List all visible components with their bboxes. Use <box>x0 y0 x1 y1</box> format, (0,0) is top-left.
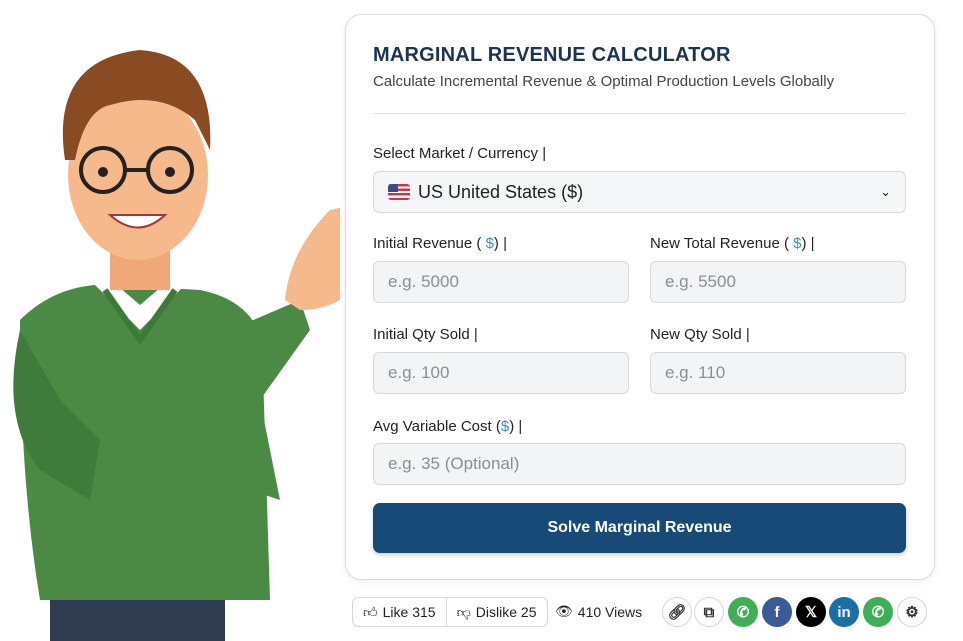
new-qty-label: New Qty Sold | <box>650 326 750 343</box>
market-label: Select Market / Currency | <box>373 145 547 162</box>
whatsapp-icon-2[interactable]: ✆ <box>863 597 893 627</box>
chevron-down-icon: ⌄ <box>880 184 891 199</box>
us-flag-icon <box>388 184 410 200</box>
avg-variable-cost-input[interactable] <box>373 443 906 485</box>
character-illustration <box>13 50 340 641</box>
avg-variable-cost-label: Avg Variable Cost ($) | <box>373 418 523 435</box>
x-icon[interactable]: 𝕏 <box>796 597 826 627</box>
views-count: 👁︎ 410 Views <box>555 603 643 620</box>
market-select[interactable]: US United States ($) ⌄ <box>373 171 906 213</box>
eye-icon: 👁︎ <box>555 603 573 619</box>
dislike-button[interactable]: 👎︎ Dislike 25 <box>445 598 547 626</box>
linkedin-icon[interactable]: in <box>829 597 859 627</box>
facebook-icon[interactable]: f <box>762 597 792 627</box>
gear-icon[interactable]: ⚙ <box>897 597 927 627</box>
market-value: US United States ($) <box>418 181 584 202</box>
copy-icon[interactable]: ⧉ <box>694 597 724 627</box>
new-revenue-label: New Total Revenue ( $) | <box>650 235 815 252</box>
new-qty-input[interactable] <box>650 352 906 394</box>
link-icon[interactable]: 🔗︎ <box>662 597 692 627</box>
reaction-group: 👍︎ Like 315 👎︎ Dislike 25 <box>352 597 548 627</box>
thumbs-up-icon: 👍︎ <box>363 603 378 620</box>
divider <box>373 113 906 114</box>
new-revenue-input[interactable] <box>650 261 906 303</box>
initial-qty-input[interactable] <box>373 352 629 394</box>
thumbs-down-icon: 👎︎ <box>456 603 471 620</box>
like-button[interactable]: 👍︎ Like 315 <box>363 603 436 621</box>
solve-button[interactable]: Solve Marginal Revenue <box>373 503 906 553</box>
initial-qty-label: Initial Qty Sold | <box>373 326 478 343</box>
whatsapp-icon[interactable]: ✆ <box>728 597 758 627</box>
initial-revenue-input[interactable] <box>373 261 629 303</box>
page-subtitle: Calculate Incremental Revenue & Optimal … <box>373 73 835 90</box>
initial-revenue-label: Initial Revenue ( $) | <box>373 235 507 252</box>
page-title: MARGINAL REVENUE CALCULATOR <box>373 44 731 66</box>
